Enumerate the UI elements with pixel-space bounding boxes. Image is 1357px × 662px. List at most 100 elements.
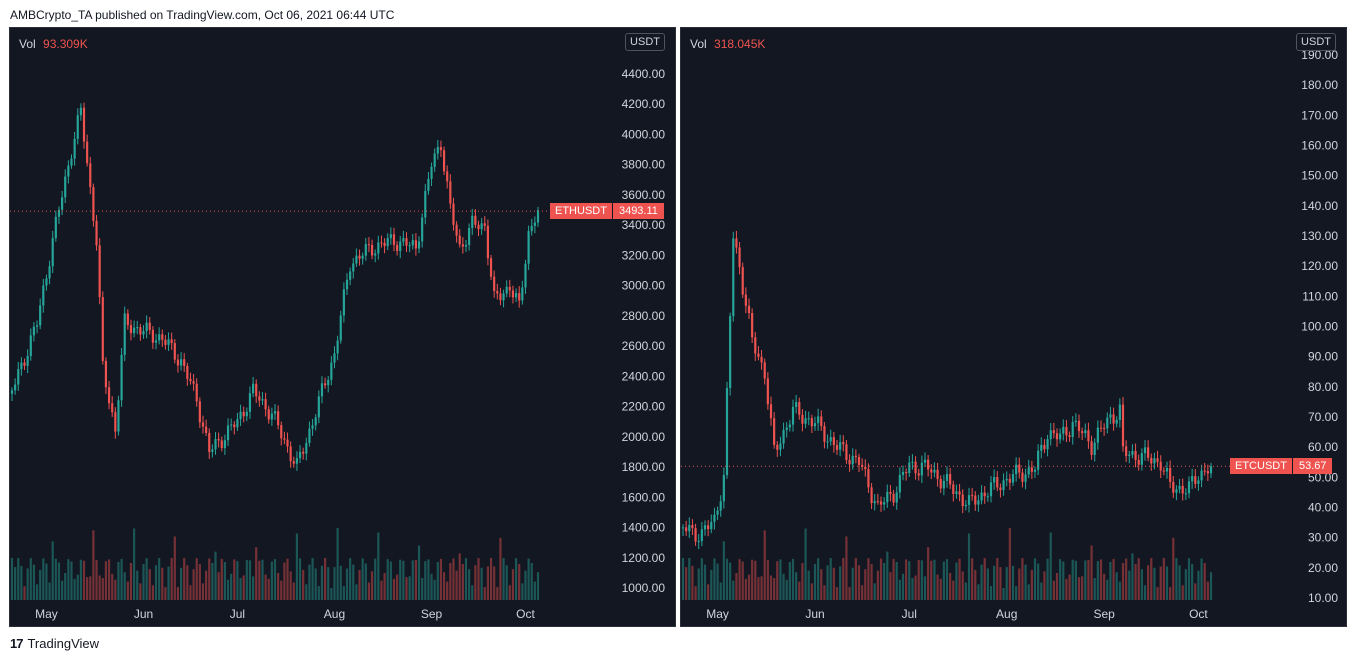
etc-volume-bar [945,559,949,600]
eth-volume-bar [489,558,493,600]
etc-candle-body [754,337,757,354]
etc-y-tick-label: 170.00 [1301,108,1338,122]
etc-candle-body [1181,485,1184,494]
eth-volume-bar [367,582,371,600]
etc-volume-title: Vol [690,37,707,51]
etc-candle-body [776,444,779,450]
etc-volume-bar [958,558,961,600]
etc-volume-bar [1206,581,1209,600]
eth-candle-body [173,343,176,360]
eth-chart-svg[interactable]: 4400.00 4200.00 4000.00 3800.00 3600.00 3400.… [10,28,675,626]
etc-volume-bar [757,577,760,600]
eth-candle-body [361,255,364,259]
eth-volume-bar [82,560,86,600]
eth-currency-button[interactable]: USDT [625,33,665,51]
eth-volume-bar [411,560,414,600]
eth-volume-bar [280,580,283,600]
etc-candle-body [923,459,927,463]
etc-candle-body [769,404,773,419]
eth-candle-body [427,178,430,191]
etc-volume-bar [974,569,977,600]
eth-volume-bar [179,567,183,600]
etc-candle-body [989,482,993,497]
etc-candle-body [810,418,813,427]
eth-volume-bar [402,560,405,600]
eth-volume-bar [26,568,29,600]
eth-chart-panel[interactable]: 4400.00 4200.00 4000.00 3800.00 3600.00 3400.… [9,27,676,627]
eth-volume-bar [107,559,111,600]
etc-candle-body [1197,480,1200,484]
eth-candle-body [273,411,277,414]
eth-candle-body [486,225,489,259]
etc-candle-body [958,491,961,495]
etc-candle-body [854,455,857,458]
etc-candle-body [867,469,870,488]
eth-volume-bar [192,569,195,600]
eth-volume-bar [468,569,471,600]
etc-volume-bar [798,581,801,600]
eth-volume-bar [505,565,508,600]
eth-candle-body [449,181,452,204]
eth-volume-bar [45,563,48,600]
eth-volume-bar [364,563,367,600]
eth-volume-bar [220,558,223,600]
publish-header: AMBCrypto_TA published on TradingView.co… [10,8,395,22]
eth-volume-bar [29,558,32,600]
etc-volume-bar [835,587,839,600]
eth-volume-bar [277,573,280,600]
etc-volume-value: 318.045K [714,37,766,51]
eth-candle-body [295,458,299,464]
eth-candle-body [267,409,270,420]
eth-volume-bar [264,574,267,600]
etc-candle-body [1005,478,1008,481]
eth-candle-body [514,293,518,298]
etc-candle-body [892,493,895,503]
eth-candle-body [142,331,145,335]
eth-volume-bar [496,587,499,600]
eth-volume-bar [396,574,399,600]
eth-volume-bar [251,576,255,600]
eth-volume-bar [104,561,108,600]
eth-volume-bar [120,558,123,600]
etc-candle-body [870,487,873,504]
eth-candle-body [436,147,439,154]
eth-candle-body [158,334,161,341]
eth-candle-body [79,107,82,116]
eth-candle-body [355,255,358,264]
etc-currency-button[interactable]: USDT [1296,33,1336,51]
etc-volume-bar [1008,528,1011,600]
etc-volume-bar [857,565,861,600]
etc-chart-svg[interactable]: 190.00 180.00 170.00 160.00 150.00 140.00 130.… [681,28,1346,626]
etc-volume-bar [867,558,870,600]
etc-volume-bar [889,572,892,600]
etc-candle-body [983,492,986,497]
eth-volume-bar [405,577,408,600]
etc-volume-bar [1169,587,1172,600]
eth-volume-bar [217,572,220,600]
etc-candle-body [713,514,716,522]
eth-volume-bar [123,572,126,600]
eth-candle-body [455,224,458,236]
eth-y-tick-label: 3000.00 [622,279,666,293]
etc-candle-body [857,457,861,465]
etc-volume-bar [766,560,769,600]
eth-volume-bar [436,562,439,600]
etc-y-tick-label: 20.00 [1308,561,1338,575]
etc-candle-body [1159,461,1162,471]
footer-brand[interactable]: 17 TradingView [10,636,99,651]
etc-volume-bar [939,578,942,600]
eth-candle-body [518,293,521,301]
etc-candle-body [779,443,782,450]
etc-candle-body [685,527,688,532]
etc-volume-bar [908,561,911,600]
eth-volume-bar [170,558,173,600]
etc-candle-body [1128,454,1131,456]
eth-candle-body [411,240,414,246]
etc-candle-body [955,491,958,494]
etc-volume-bar [1024,564,1027,600]
eth-candle-body [114,412,117,432]
eth-candle-body [198,401,201,423]
etc-chart-panel[interactable]: 190.00 180.00 170.00 160.00 150.00 140.00 130.… [680,27,1347,627]
eth-volume-bar [86,577,89,600]
eth-volume-bar [439,558,443,600]
